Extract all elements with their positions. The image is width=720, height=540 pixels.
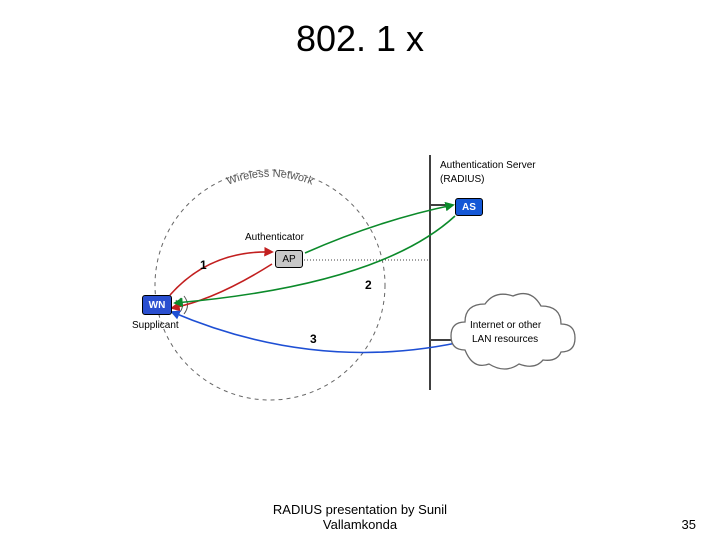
label-cloud-line1: Internet or other xyxy=(470,320,541,331)
slide-title-text: 802. 1 x xyxy=(296,18,424,59)
page-number-text: 35 xyxy=(682,517,696,532)
step-number-3: 3 xyxy=(310,332,317,346)
footer-line2: Vallamkonda xyxy=(323,517,397,532)
footer: RADIUS presentation by Sunil Vallamkonda xyxy=(0,502,720,532)
wireless-network-label: Wireless Network xyxy=(225,168,315,188)
label-authenticator: Authenticator xyxy=(245,232,304,243)
step-number-2: 2 xyxy=(365,278,372,292)
slide-title: 802. 1 x xyxy=(0,18,720,60)
node-ap: AP xyxy=(275,250,303,268)
wireless-boundary-circle xyxy=(155,170,385,400)
node-as-label: AS xyxy=(462,202,476,213)
page-number: 35 xyxy=(682,517,696,532)
label-auth-server-line1: Authentication Server xyxy=(440,160,536,171)
label-auth-server-line2: (RADIUS) xyxy=(440,174,484,185)
diagram-8021x: Wireless Network WN AP AS xyxy=(140,150,580,430)
node-wn-label: WN xyxy=(149,300,166,311)
label-supplicant: Supplicant xyxy=(132,320,179,331)
step-number-1: 1 xyxy=(200,258,207,272)
node-wn: WN xyxy=(142,295,172,315)
label-cloud-line2: LAN resources xyxy=(472,334,538,345)
arrow-3 xyxy=(172,312,470,353)
cloud-internet-icon xyxy=(451,294,575,369)
footer-line1: RADIUS presentation by Sunil xyxy=(273,502,447,517)
node-ap-label: AP xyxy=(282,254,295,265)
node-as: AS xyxy=(455,198,483,216)
